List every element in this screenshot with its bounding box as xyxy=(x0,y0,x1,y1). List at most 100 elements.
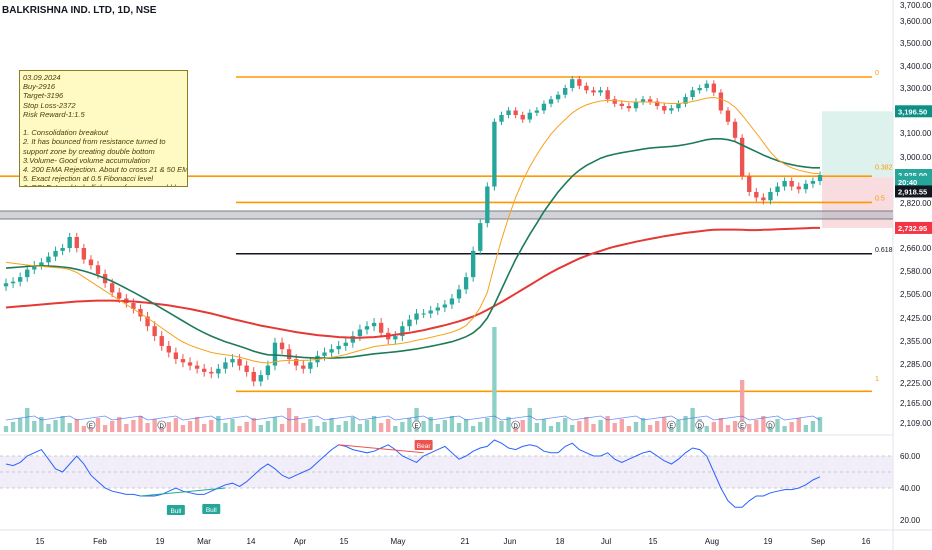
candle-body xyxy=(470,250,476,278)
volume-bar xyxy=(322,422,327,432)
volume-bar xyxy=(470,426,476,432)
volume-bar xyxy=(279,424,285,432)
volume-bar xyxy=(619,419,624,432)
volume-bar xyxy=(138,416,143,432)
trade-note[interactable]: 03.09.2024 Buy-2916 Target-3196 Stop Loss-2… xyxy=(19,70,188,187)
candle xyxy=(10,277,16,288)
volume-bar xyxy=(605,416,610,432)
candle-body xyxy=(272,342,278,366)
candle xyxy=(676,100,681,112)
candle xyxy=(301,360,306,374)
event-marker-circle xyxy=(695,420,705,430)
candle xyxy=(279,337,285,355)
volume-bar xyxy=(251,418,256,432)
event-marker-label: E xyxy=(415,424,419,430)
candle xyxy=(251,367,256,387)
candle xyxy=(81,243,87,264)
candle-body xyxy=(548,99,554,104)
candle-body xyxy=(442,304,448,308)
volume-bar xyxy=(591,424,596,432)
volume-bar xyxy=(95,418,101,432)
volume-bar xyxy=(563,418,568,432)
candle xyxy=(732,118,738,142)
candle-body xyxy=(322,352,327,356)
volume-bar xyxy=(548,426,554,432)
volume-bar xyxy=(570,425,575,432)
candle-body xyxy=(209,371,214,374)
volume-bar xyxy=(244,422,249,432)
target-zone xyxy=(822,111,893,178)
candle xyxy=(421,309,426,318)
candle xyxy=(428,306,433,318)
candle-body xyxy=(17,277,23,282)
price-tag-label: 2,732.95 xyxy=(898,224,927,233)
candle-body xyxy=(187,362,193,366)
candle xyxy=(152,321,157,341)
candle-body xyxy=(676,103,681,109)
volume-bar xyxy=(626,426,632,432)
candle-body xyxy=(10,281,16,284)
volume-bar xyxy=(124,424,129,432)
chart-title: BALKRISHNA IND. LTD, 1D, NSE xyxy=(2,5,157,16)
candle-body xyxy=(612,99,617,104)
candle xyxy=(690,86,695,101)
candle-body xyxy=(414,313,419,320)
candle xyxy=(570,75,575,92)
candle-body xyxy=(428,310,433,314)
event-marker: E xyxy=(666,420,676,430)
volume-bar xyxy=(676,420,681,432)
price-tag-box xyxy=(895,221,932,234)
candle xyxy=(25,265,30,282)
candle-body xyxy=(640,99,646,102)
candle-body xyxy=(541,103,547,111)
candle xyxy=(343,337,348,351)
candle xyxy=(209,367,214,379)
candle xyxy=(520,111,525,123)
volume-bar xyxy=(421,421,426,432)
candle xyxy=(633,98,639,112)
bull-tag: Bull xyxy=(202,504,221,514)
candle xyxy=(244,360,249,377)
volume-bar xyxy=(761,416,766,432)
candle xyxy=(626,102,632,112)
volume-bar xyxy=(612,423,617,432)
candle-body xyxy=(173,352,179,360)
time-axis-label: 21 xyxy=(461,537,470,546)
price-axis-label: 2,109.00 xyxy=(900,419,932,428)
candle xyxy=(46,252,51,267)
volume-bar xyxy=(173,418,179,432)
candle xyxy=(371,318,377,332)
price-axis-label: 2,820.00 xyxy=(900,199,932,208)
note-line: 6. RSI Entered to bullish zone from over… xyxy=(23,183,187,186)
candle xyxy=(782,177,787,191)
candle xyxy=(803,179,809,194)
price-axis-label: 2,660.00 xyxy=(900,244,932,253)
volume-bar xyxy=(216,416,221,432)
volume-bar xyxy=(350,417,356,432)
candle xyxy=(258,370,263,387)
candle xyxy=(697,84,702,94)
candle-body xyxy=(180,359,186,363)
bull-divergence-line xyxy=(140,487,226,497)
volume-bar xyxy=(364,420,370,432)
volume-bar xyxy=(407,418,412,432)
candle xyxy=(187,357,193,371)
volume-bar xyxy=(202,424,207,432)
candle-body xyxy=(308,362,313,369)
candle-body xyxy=(159,336,164,346)
volume-bar xyxy=(272,417,278,432)
candle xyxy=(655,98,660,110)
note-line: 2. It has bounced from resistance turned… xyxy=(23,137,166,147)
time-axis-label: Aug xyxy=(705,537,719,546)
candle-body xyxy=(223,362,228,369)
candle-body xyxy=(237,359,242,366)
candle-body xyxy=(725,110,731,122)
candle xyxy=(662,102,667,114)
candle-body xyxy=(286,349,292,360)
candle-body xyxy=(747,176,752,192)
candle-body xyxy=(499,115,504,122)
candle xyxy=(216,364,221,379)
price-tag-label: 20:40 xyxy=(898,178,917,187)
volume-bar xyxy=(74,419,79,432)
